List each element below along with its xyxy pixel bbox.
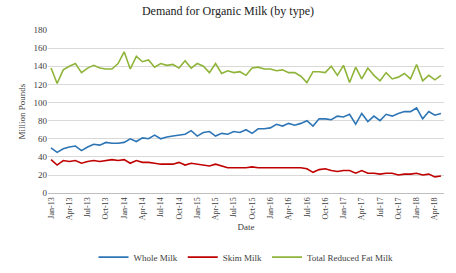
svg-text:Jan-18: Jan-18	[412, 197, 421, 218]
svg-text:120: 120	[34, 80, 48, 90]
svg-text:Jul-14: Jul-14	[156, 197, 165, 217]
svg-text:Jul-13: Jul-13	[83, 197, 92, 217]
svg-text:Jan-14: Jan-14	[120, 197, 129, 218]
svg-text:20: 20	[38, 170, 48, 180]
svg-text:40: 40	[38, 152, 48, 162]
svg-text:Apr-18: Apr-18	[430, 197, 439, 220]
svg-text:60: 60	[38, 134, 48, 144]
svg-text:Total Reduced Fat Milk: Total Reduced Fat Milk	[307, 253, 393, 263]
svg-text:Oct-14: Oct-14	[175, 197, 184, 219]
svg-text:Apr-16: Apr-16	[284, 197, 293, 220]
svg-text:Jul-17: Jul-17	[376, 197, 385, 217]
svg-text:Jan-15: Jan-15	[193, 197, 202, 218]
svg-text:Oct-15: Oct-15	[248, 197, 257, 219]
svg-text:160: 160	[34, 43, 48, 53]
svg-text:Jul-16: Jul-16	[303, 197, 312, 217]
svg-text:Apr-15: Apr-15	[211, 197, 220, 220]
svg-text:Apr-17: Apr-17	[357, 197, 366, 220]
svg-text:180: 180	[34, 25, 48, 35]
svg-text:80: 80	[38, 116, 48, 126]
svg-text:Whole Milk: Whole Milk	[134, 253, 178, 263]
svg-text:Apr-14: Apr-14	[138, 197, 147, 220]
svg-text:Date: Date	[238, 222, 255, 232]
svg-text:Skim Milk: Skim Milk	[223, 253, 262, 263]
svg-text:Oct-16: Oct-16	[321, 197, 330, 219]
svg-text:Demand for Organic Milk (by ty: Demand for Organic Milk (by type)	[142, 4, 314, 18]
svg-text:Million Pounds: Million Pounds	[17, 83, 27, 139]
svg-text:140: 140	[34, 61, 48, 71]
svg-text:Jan-17: Jan-17	[339, 197, 348, 218]
svg-text:0: 0	[43, 188, 48, 198]
svg-text:Jan-16: Jan-16	[266, 197, 275, 218]
svg-text:100: 100	[34, 98, 48, 108]
svg-text:Oct-17: Oct-17	[394, 197, 403, 219]
svg-text:Jul-15: Jul-15	[229, 197, 238, 217]
svg-text:Apr-13: Apr-13	[65, 197, 74, 220]
svg-text:Jan-13: Jan-13	[47, 197, 56, 218]
svg-text:Oct-13: Oct-13	[101, 197, 110, 219]
